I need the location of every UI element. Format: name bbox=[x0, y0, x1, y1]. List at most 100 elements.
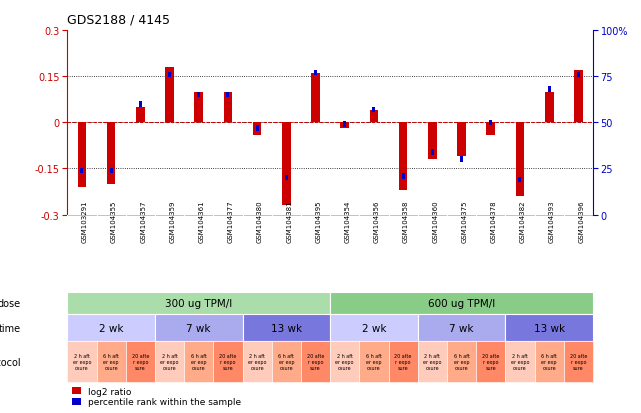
Text: 2 wk: 2 wk bbox=[362, 323, 386, 333]
Bar bbox=[547, 87, 551, 93]
Text: 2 h aft
er expo
osure: 2 h aft er expo osure bbox=[511, 354, 529, 370]
Text: GSM103291: GSM103291 bbox=[82, 200, 88, 242]
Bar bbox=[330, 314, 418, 341]
Bar bbox=[126, 341, 155, 382]
Bar bbox=[67, 292, 330, 314]
Bar bbox=[81, 168, 83, 173]
Bar bbox=[431, 150, 434, 155]
Bar bbox=[489, 120, 492, 126]
Text: GSM104359: GSM104359 bbox=[169, 200, 176, 242]
Bar bbox=[197, 93, 200, 98]
Text: GSM104356: GSM104356 bbox=[374, 200, 380, 242]
Text: 20 afte
r expo
sure: 20 afte r expo sure bbox=[482, 354, 499, 370]
Bar bbox=[360, 341, 388, 382]
Text: GSM104377: GSM104377 bbox=[228, 200, 234, 242]
Bar bbox=[311, 74, 320, 123]
Bar bbox=[224, 93, 232, 123]
Bar bbox=[402, 173, 404, 179]
Bar bbox=[476, 341, 505, 382]
Text: GSM104357: GSM104357 bbox=[140, 200, 146, 242]
Text: 20 afte
r expo
sure: 20 afte r expo sure bbox=[394, 354, 412, 370]
Bar bbox=[344, 122, 346, 128]
Bar bbox=[285, 176, 288, 181]
Text: 2 h aft
er expo
osure: 2 h aft er expo osure bbox=[72, 354, 91, 370]
Bar bbox=[139, 102, 142, 107]
Text: GSM104358: GSM104358 bbox=[403, 200, 409, 242]
Bar bbox=[106, 123, 115, 184]
Text: time: time bbox=[0, 323, 21, 333]
Bar bbox=[314, 71, 317, 76]
Bar bbox=[460, 157, 463, 163]
Bar bbox=[563, 341, 593, 382]
Text: 7 wk: 7 wk bbox=[187, 323, 211, 333]
Text: 2 h aft
er expo
osure: 2 h aft er expo osure bbox=[248, 354, 267, 370]
Bar bbox=[165, 68, 174, 123]
Text: 6 h aft
er exp
osure: 6 h aft er exp osure bbox=[366, 354, 382, 370]
Text: 6 h aft
er exp
osure: 6 h aft er exp osure bbox=[191, 354, 206, 370]
Bar bbox=[418, 314, 505, 341]
Bar bbox=[184, 341, 213, 382]
Text: protocol: protocol bbox=[0, 357, 21, 367]
Text: 20 afte
r expo
sure: 20 afte r expo sure bbox=[570, 354, 587, 370]
Text: 600 ug TPM/l: 600 ug TPM/l bbox=[428, 299, 495, 309]
Text: 13 wk: 13 wk bbox=[533, 323, 565, 333]
Bar bbox=[282, 123, 291, 206]
Bar bbox=[213, 341, 242, 382]
Text: 6 h aft
er exp
osure: 6 h aft er exp osure bbox=[103, 354, 119, 370]
Bar bbox=[97, 341, 126, 382]
Bar bbox=[253, 123, 262, 135]
Text: GSM104382: GSM104382 bbox=[520, 200, 526, 242]
Text: 20 afte
r expo
sure: 20 afte r expo sure bbox=[307, 354, 324, 370]
Bar bbox=[447, 341, 476, 382]
Bar bbox=[256, 126, 258, 131]
Text: 300 ug TPM/l: 300 ug TPM/l bbox=[165, 299, 232, 309]
Bar bbox=[519, 177, 521, 183]
Text: 2 h aft
er expo
osure: 2 h aft er expo osure bbox=[160, 354, 179, 370]
Bar bbox=[330, 292, 593, 314]
Text: GSM104355: GSM104355 bbox=[111, 200, 117, 242]
Text: GSM104381: GSM104381 bbox=[287, 200, 292, 242]
Text: GDS2188 / 4145: GDS2188 / 4145 bbox=[67, 14, 171, 27]
Text: 20 afte
r expo
sure: 20 afte r expo sure bbox=[219, 354, 237, 370]
Bar bbox=[155, 314, 242, 341]
Text: 13 wk: 13 wk bbox=[271, 323, 302, 333]
Text: GSM104354: GSM104354 bbox=[345, 200, 351, 242]
Bar bbox=[428, 123, 437, 160]
Text: GSM104375: GSM104375 bbox=[462, 200, 467, 242]
Bar bbox=[67, 341, 97, 382]
Bar bbox=[136, 108, 145, 123]
Bar bbox=[110, 168, 113, 173]
Text: 6 h aft
er exp
osure: 6 h aft er exp osure bbox=[454, 354, 469, 370]
Bar bbox=[301, 341, 330, 382]
Text: GSM104361: GSM104361 bbox=[199, 200, 204, 242]
Bar bbox=[67, 314, 155, 341]
Bar bbox=[505, 314, 593, 341]
Text: GSM104360: GSM104360 bbox=[432, 200, 438, 242]
Text: GSM104396: GSM104396 bbox=[578, 200, 585, 242]
Text: GSM104395: GSM104395 bbox=[315, 200, 322, 242]
Bar bbox=[535, 341, 563, 382]
Bar bbox=[155, 341, 184, 382]
Bar bbox=[545, 93, 554, 123]
Bar bbox=[168, 72, 171, 78]
Bar bbox=[418, 341, 447, 382]
Bar bbox=[372, 107, 376, 113]
Bar bbox=[242, 341, 272, 382]
Bar bbox=[457, 123, 466, 157]
Text: GSM104378: GSM104378 bbox=[491, 200, 497, 242]
Bar bbox=[330, 341, 360, 382]
Bar bbox=[370, 111, 378, 123]
Bar bbox=[388, 341, 418, 382]
Bar bbox=[515, 123, 524, 197]
Text: 6 h aft
er exp
osure: 6 h aft er exp osure bbox=[541, 354, 557, 370]
Text: dose: dose bbox=[0, 299, 21, 309]
Bar bbox=[272, 341, 301, 382]
Text: GSM104380: GSM104380 bbox=[257, 200, 263, 242]
Text: 20 afte
r expo
sure: 20 afte r expo sure bbox=[131, 354, 149, 370]
Bar bbox=[78, 123, 87, 188]
Bar bbox=[242, 314, 330, 341]
Text: 7 wk: 7 wk bbox=[449, 323, 474, 333]
Bar bbox=[226, 93, 229, 98]
Text: GSM104393: GSM104393 bbox=[549, 200, 555, 242]
Text: 2 wk: 2 wk bbox=[99, 323, 123, 333]
